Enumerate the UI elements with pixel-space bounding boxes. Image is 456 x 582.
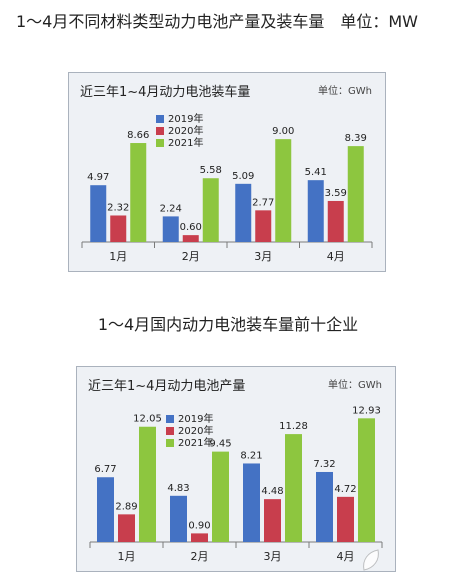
heading-unit: 单位：MW [340,12,419,31]
legend-label: 2021年 [178,436,213,449]
bar [110,215,127,242]
x-tick-label: 4月 [337,550,355,563]
data-label: 8.66 [127,130,149,141]
data-label: 0.90 [188,520,210,531]
chart-panel-installed: 近三年1~4月动力电池装车量 单位：GWh 4.97 2.32 8.66 1月 2.24 0.… [68,72,386,272]
x-tick-label: 3月 [254,250,272,263]
section-subheading: 1～4月国内动力电池装车量前十企业 [97,315,359,334]
legend-label: 2019年 [168,112,203,125]
x-tick-label: 4月 [327,250,345,263]
legend-swatch [156,127,164,135]
data-label: 12.93 [352,405,381,416]
bar [139,426,156,542]
data-label: 8.21 [240,450,262,461]
bar-chart: 近三年1~4月动力电池产量 单位：GWh 6.77 2.89 12.05 1月 4.83 0.… [76,366,396,572]
legend-label: 2019年 [178,412,213,425]
x-tick-label: 2月 [191,550,209,563]
bar [162,216,179,242]
bar [170,495,187,542]
bar [275,139,292,242]
bar [264,499,281,542]
watermark-logo [360,544,452,580]
bar [90,185,107,242]
legend-label: 2020年 [178,424,213,437]
data-label: 2.77 [252,197,274,208]
x-tick-label: 3月 [264,550,282,563]
bar [358,418,375,542]
legend-swatch [166,415,174,423]
bar [235,183,252,242]
data-label: 4.97 [87,172,109,183]
bar [202,178,219,242]
data-label: 4.48 [261,486,283,497]
data-label: 12.05 [133,414,162,425]
legend-label: 2021年 [168,136,203,149]
bar [307,180,324,242]
data-label: 8.39 [345,133,367,144]
legend-swatch [156,139,164,147]
chart-unit: 单位：GWh [328,378,382,391]
chart-panel-production: 近三年1~4月动力电池产量 单位：GWh 6.77 2.89 12.05 1月 4.83 0.… [76,366,396,572]
bar [191,533,208,542]
legend-label: 2020年 [168,124,203,137]
data-label: 11.28 [279,421,308,432]
data-label: 4.83 [167,483,189,494]
legend-swatch [166,427,174,435]
bar [182,235,199,242]
data-label: 6.77 [94,464,116,475]
data-label: 7.32 [313,459,335,470]
data-label: 5.09 [232,171,254,182]
legend-swatch [156,115,164,123]
chart-title: 近三年1~4月动力电池装车量 [80,84,250,100]
legend-swatch [166,439,174,447]
heading-text: 1～4月不同材料类型动力电池产量及装车量 [16,12,325,31]
data-label: 0.60 [180,222,202,233]
bar [212,451,229,542]
bar-chart: 近三年1~4月动力电池装车量 单位：GWh 4.97 2.32 8.66 1月 2.24 0.… [68,72,386,272]
bar [243,463,260,542]
leaf-icon [363,549,379,571]
bar [337,496,354,542]
page-heading: 1～4月不同材料类型动力电池产量及装车量 单位：MW [16,10,456,34]
bar [118,514,135,542]
data-label: 4.72 [334,484,356,495]
x-tick-label: 1月 [118,550,136,563]
bar [316,471,333,542]
bar [97,477,114,542]
data-label: 9.45 [209,439,231,450]
data-label: 3.59 [325,188,347,199]
bar [130,143,147,242]
data-label: 5.58 [200,165,222,176]
data-label: 2.32 [107,202,129,213]
data-label: 2.24 [160,203,182,214]
bar [285,434,302,542]
bar [327,200,344,242]
data-label: 2.89 [115,501,137,512]
chart-title: 近三年1~4月动力电池产量 [88,379,245,394]
bar [255,210,272,242]
data-label: 5.41 [305,167,327,178]
x-tick-label: 1月 [109,250,127,263]
chart-unit: 单位：GWh [318,84,372,97]
bar [347,146,364,242]
x-tick-label: 2月 [182,250,200,263]
data-label: 9.00 [272,126,294,137]
